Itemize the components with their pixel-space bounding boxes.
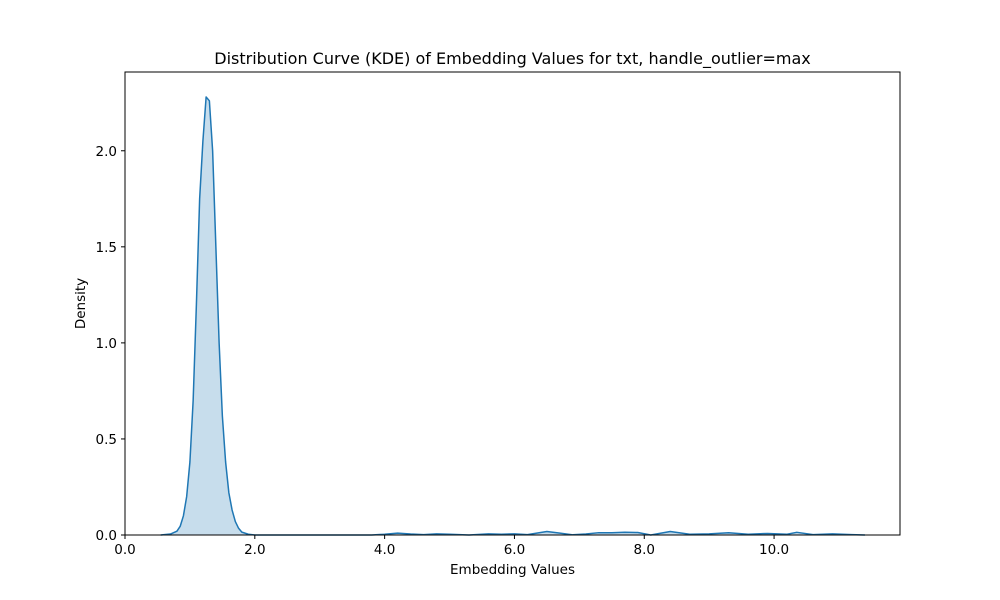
y-tick-label: 2.0 — [96, 144, 117, 160]
y-tick-label: 0.5 — [96, 432, 117, 448]
x-tick-label: 6.0 — [504, 542, 525, 558]
x-tick-label: 8.0 — [634, 542, 655, 558]
x-tick-label: 2.0 — [244, 542, 265, 558]
y-axis-label: Density — [73, 278, 89, 329]
y-axis-ticks: 0.0 0.5 1.0 1.5 2.0 — [96, 144, 125, 544]
plot-frame — [124, 71, 901, 536]
x-axis-label: Embedding Values — [450, 562, 575, 578]
x-tick-label: 10.0 — [759, 542, 789, 558]
kde-curve-line — [160, 96, 865, 536]
y-tick-label: 1.0 — [96, 336, 117, 352]
x-tick-label: 4.0 — [374, 542, 395, 558]
y-tick-label: 0.0 — [96, 528, 117, 544]
line-layer — [160, 96, 865, 536]
x-axis-ticks: 0.0 2.0 4.0 6.0 8.0 10.0 — [114, 535, 789, 558]
x-tick-label: 0.0 — [114, 542, 135, 558]
y-tick-label: 1.5 — [96, 240, 117, 256]
chart-title: Distribution Curve (KDE) of Embedding Va… — [214, 49, 811, 69]
